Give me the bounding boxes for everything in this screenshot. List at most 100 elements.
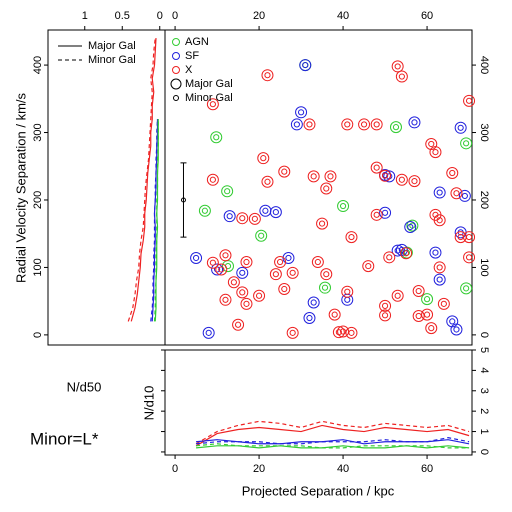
point <box>433 261 446 274</box>
point-inner <box>289 269 296 276</box>
point <box>320 268 333 281</box>
point-inner <box>192 254 200 262</box>
point <box>458 189 471 202</box>
point <box>269 268 282 281</box>
y-tick-label: 300 <box>32 123 44 141</box>
point-inner <box>463 140 470 147</box>
point-inner <box>331 311 338 318</box>
point <box>320 182 333 195</box>
point <box>425 137 438 150</box>
point-inner <box>260 155 267 162</box>
point <box>460 137 473 150</box>
point <box>253 289 266 302</box>
point <box>236 212 249 225</box>
legend-marker <box>173 95 179 101</box>
point-inner <box>381 302 389 309</box>
point-inner <box>213 134 220 141</box>
point <box>290 118 303 131</box>
point-inner <box>234 321 242 328</box>
point <box>269 206 282 219</box>
point <box>307 170 320 183</box>
point-inner <box>381 312 389 319</box>
x-tick-label: 1 <box>82 10 88 22</box>
y-tick-label: 3 <box>478 388 490 394</box>
point <box>210 131 223 144</box>
point <box>303 118 316 131</box>
y-tick-label: 400 <box>32 56 44 74</box>
point-inner <box>463 285 470 292</box>
point <box>278 283 291 296</box>
point <box>215 263 228 276</box>
point <box>379 206 392 219</box>
point <box>198 204 211 217</box>
point <box>286 326 299 339</box>
point-inner <box>276 258 284 266</box>
point-inner <box>218 266 225 273</box>
point <box>219 249 232 262</box>
data-line <box>196 437 470 445</box>
point-inner <box>272 271 279 278</box>
point-inner <box>339 202 347 210</box>
point <box>429 246 442 259</box>
point-inner <box>440 300 447 307</box>
point <box>295 106 308 119</box>
y-tick-label: 5 <box>478 347 490 353</box>
point <box>240 256 253 269</box>
point <box>395 243 408 256</box>
annotation: Minor=L* <box>30 429 99 448</box>
x-axis-label: N/d50 <box>67 379 102 394</box>
point <box>395 173 408 186</box>
point-inner <box>398 73 405 80</box>
point-inner <box>453 190 460 197</box>
point <box>332 326 345 339</box>
point <box>391 289 404 302</box>
point-inner <box>432 249 439 256</box>
point <box>236 286 249 299</box>
point <box>391 60 404 73</box>
point-inner <box>262 207 269 214</box>
point-inner <box>394 63 401 70</box>
point-inner <box>318 220 326 227</box>
point <box>307 296 320 309</box>
point-inner <box>457 124 464 131</box>
data-line <box>130 38 157 322</box>
point-inner <box>285 254 292 262</box>
point-inner <box>209 259 216 266</box>
error-center <box>180 197 186 203</box>
point <box>202 326 215 339</box>
point <box>319 281 332 294</box>
point <box>370 161 383 174</box>
point <box>450 323 463 336</box>
point <box>282 251 295 264</box>
point-inner <box>428 325 435 332</box>
point-inner <box>465 97 473 104</box>
data-line <box>150 119 159 322</box>
x-tick-label: 0.5 <box>115 10 130 22</box>
point-inner <box>344 288 351 295</box>
legend-marker <box>170 78 182 90</box>
point-inner <box>392 124 400 131</box>
point-inner <box>449 318 456 325</box>
point <box>236 266 249 279</box>
data-line <box>195 424 470 447</box>
point <box>379 169 392 182</box>
point-inner <box>394 247 401 254</box>
point <box>408 175 421 188</box>
point <box>460 282 473 295</box>
point-inner <box>373 164 380 171</box>
point <box>383 170 396 183</box>
point <box>299 59 312 72</box>
point <box>362 260 375 273</box>
point-inner <box>264 178 271 185</box>
point-inner <box>381 172 389 179</box>
point-inner <box>222 252 229 259</box>
point-inner <box>310 173 317 180</box>
point <box>311 256 324 269</box>
point-inner <box>306 121 313 128</box>
point-inner <box>465 233 473 241</box>
y-tick-label: 1 <box>478 428 490 434</box>
point <box>408 116 421 129</box>
point-inner <box>272 209 279 216</box>
point-inner <box>344 121 351 128</box>
